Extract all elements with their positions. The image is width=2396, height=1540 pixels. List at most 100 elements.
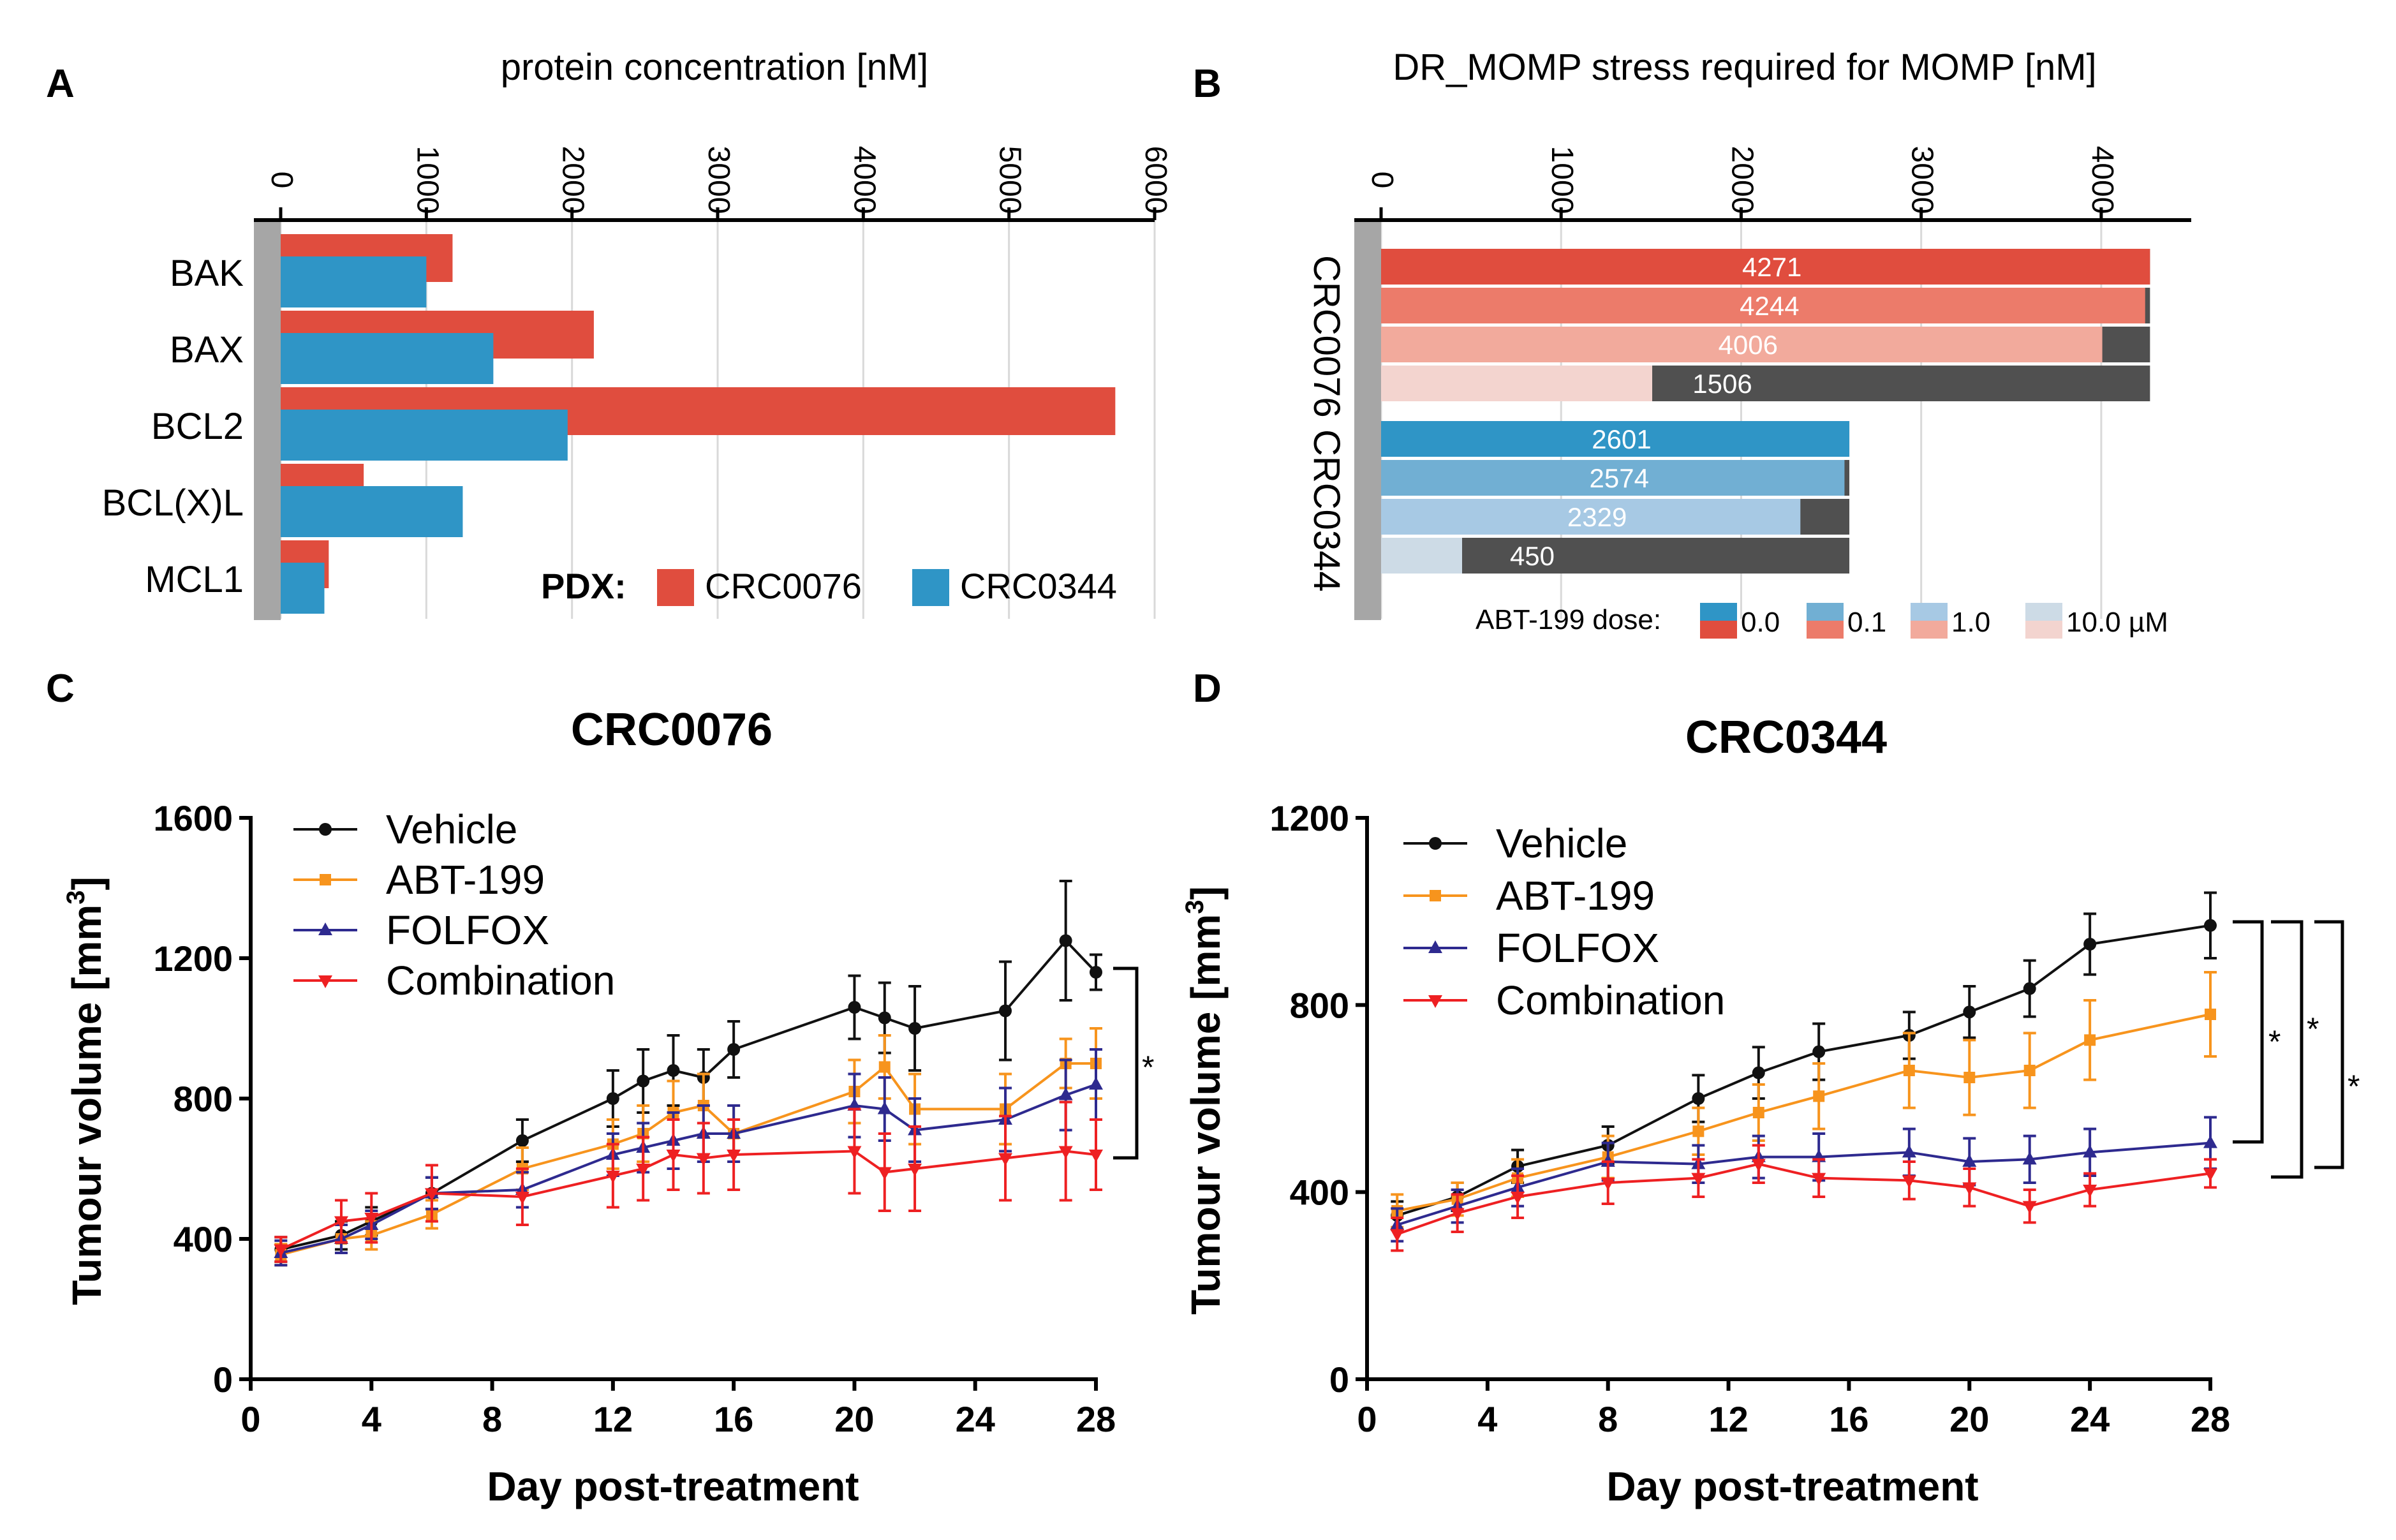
tick-label: 4000 (2085, 146, 2119, 214)
tick-label: 5000 (993, 146, 1027, 214)
y-tick-label: 0 (213, 1359, 233, 1400)
data-point (727, 1043, 741, 1056)
data-point (847, 1146, 862, 1159)
dose-swatch-red-3 (2025, 621, 2062, 639)
data-point (2204, 919, 2217, 932)
data-point (636, 1164, 651, 1176)
group-label-crc0076: CRC0076 (1306, 255, 1347, 418)
series-line-abt-199 (280, 1062, 1096, 1256)
bar-crc0344-dose-0 (1381, 421, 1850, 457)
data-point (1903, 1065, 1915, 1076)
panel-label-c: C (46, 667, 75, 711)
legend-label-combination: Combination (386, 958, 615, 1003)
data-point (364, 1213, 379, 1225)
bar-crc0076-dose-2 (1381, 327, 2103, 362)
data-point (1059, 934, 1072, 947)
bar-crc0076-dose-0 (1381, 249, 2150, 285)
x-tick-label: 4 (1477, 1399, 1497, 1439)
data-point (2083, 1144, 2097, 1158)
chart-b-dose-legend: ABT-199 dose: 0.0 0.1 1.0 10.0 µM (1475, 603, 2168, 639)
legend-marker-vehicle (1429, 837, 1442, 850)
significance-bracket-c (1113, 966, 1139, 1160)
significance-star-d1: * (2268, 1024, 2281, 1060)
panel-label-d: D (1193, 667, 1222, 711)
data-point (2022, 1151, 2037, 1165)
chart-a-categories: BAK BAX BCL2 BCL(X)L MCL1 (102, 253, 244, 600)
data-point (1090, 966, 1102, 979)
bar-value-label: 2601 (1592, 424, 1651, 454)
tick-label: 0 (265, 172, 299, 189)
data-point (1813, 1090, 1825, 1102)
data-point (515, 1192, 529, 1204)
bar-value-label: 2574 (1590, 463, 1649, 493)
x-tick-label: 16 (1829, 1399, 1868, 1439)
data-point (2083, 1185, 2097, 1197)
chart-a-title: protein concentration [nM] (501, 47, 929, 88)
legend-label-vehicle: Vehicle (1496, 820, 1627, 866)
legend-label-abt-199: ABT-199 (386, 857, 545, 903)
legend-marker-vehicle (319, 823, 332, 836)
chart-d-x-label: Day post-treatment (1606, 1463, 1978, 1509)
data-point (2022, 1201, 2037, 1214)
x-tick-label: 12 (593, 1399, 633, 1439)
data-point (1751, 1159, 1766, 1172)
legend-label-crc0344: CRC0344 (960, 566, 1117, 606)
data-point (667, 1064, 680, 1077)
bar-value-label: 450 (1510, 541, 1555, 571)
y-tick-label: 400 (1290, 1173, 1349, 1213)
data-point (1812, 1045, 1826, 1058)
bar-value-label: 4271 (1742, 252, 1801, 282)
category-bclxl: BCL(X)L (102, 482, 244, 524)
bar-value-label: 4006 (1719, 330, 1778, 360)
tick-label: 3000 (702, 146, 736, 214)
data-point (515, 1134, 529, 1147)
legend-marker-folfox (318, 922, 332, 935)
data-point (727, 1150, 741, 1162)
bar-bax-crc0344 (281, 333, 494, 384)
bar-value-label: 4244 (1740, 291, 1799, 321)
x-tick-label: 8 (1598, 1399, 1618, 1439)
x-tick-label: 24 (2070, 1399, 2110, 1439)
chart-c-title: CRC0076 (571, 704, 773, 755)
significance-star-d2: * (2307, 1011, 2319, 1047)
chart-b-bars: 4271 4244 4006 1506 2601 2574 2329 450 (1381, 249, 2150, 574)
bar-crc0076-dose-1 (1381, 288, 2145, 323)
y-tick-label: 1200 (153, 938, 233, 979)
tick-label: 1000 (410, 146, 444, 214)
legend-label-vehicle: Vehicle (386, 806, 517, 852)
chart-d-legend: Vehicle ABT-199 FOLFOX Combination (1403, 820, 1725, 1023)
series-abt-199 (274, 1027, 1102, 1267)
dose-swatch-blue-3 (2025, 603, 2062, 621)
data-point (2023, 982, 2036, 995)
y-tick-label: 800 (174, 1079, 233, 1119)
data-point (1692, 1092, 1705, 1105)
data-point (1089, 1150, 1103, 1162)
data-point (1902, 1144, 1916, 1158)
legend-label-folfox: FOLFOX (1496, 925, 1659, 971)
data-point (1511, 1192, 1525, 1204)
x-tick-label: 12 (1708, 1399, 1748, 1439)
series-line-combination (1396, 1162, 2211, 1236)
dose-label-1-0: 1.0 (1951, 607, 1990, 638)
x-tick-label: 4 (362, 1399, 381, 1439)
data-point (424, 1188, 439, 1201)
y-tick-label: 400 (174, 1219, 233, 1259)
dose-swatch-red-1 (1807, 621, 1844, 639)
category-bax: BAX (170, 329, 244, 371)
tick-label: 0 (1365, 172, 1399, 189)
bar-crc0076-dose-3 (1381, 366, 1653, 401)
chart-d-plot: 0 400 800 1200 0 4 8 12 16 20 24 28 (1269, 798, 2230, 1439)
data-point (1962, 1182, 1977, 1196)
chart-a-x-ticks: 0 1000 2000 3000 4000 5000 6000 (265, 146, 1172, 220)
significance-star-c: * (1142, 1049, 1154, 1085)
y-tick-label: 1200 (1269, 798, 1349, 838)
series-line-abt-199 (1396, 1013, 2211, 1212)
data-point (2203, 1135, 2217, 1148)
legend-label-crc0076: CRC0076 (705, 566, 862, 606)
dose-swatch-red-2 (1911, 621, 1948, 639)
bar-crc0344-dose-1 (1381, 460, 1845, 496)
chart-d-title: CRC0344 (1685, 712, 1887, 763)
category-bak: BAK (170, 253, 244, 294)
chart-b-x-ticks: 0 1000 2000 3000 4000 (1365, 146, 2119, 220)
